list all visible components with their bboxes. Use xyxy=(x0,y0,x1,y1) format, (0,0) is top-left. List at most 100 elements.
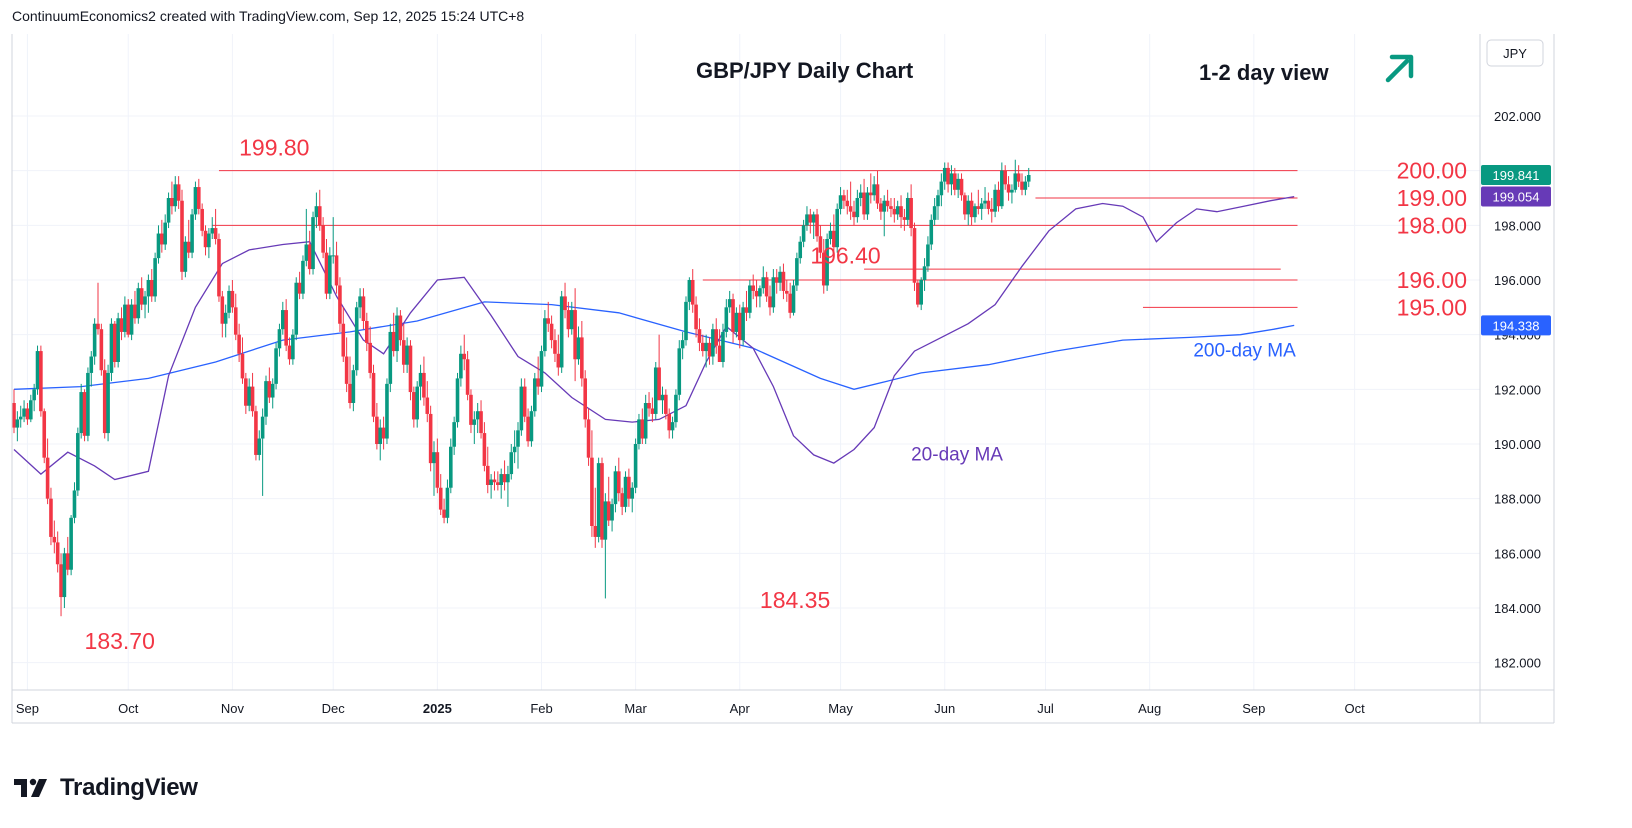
candle xyxy=(882,195,887,237)
candle xyxy=(576,326,581,365)
candle xyxy=(233,293,238,341)
x-month-label: Nov xyxy=(221,701,245,716)
candle-body xyxy=(203,230,208,248)
candle xyxy=(492,471,497,491)
candle-body xyxy=(39,351,43,412)
candle xyxy=(106,364,110,442)
price-annotation: 183.70 xyxy=(85,628,155,654)
candle-body xyxy=(596,463,601,537)
candle-body xyxy=(697,329,702,343)
candle xyxy=(677,340,682,401)
candle xyxy=(764,271,769,302)
candle-body xyxy=(489,479,493,485)
candle-body xyxy=(569,310,574,330)
candle-body xyxy=(885,200,890,207)
price-chart[interactable]: 182.000 184.000 186.000 188.000 190.000 192.0… xyxy=(0,0,1632,770)
candle-body xyxy=(250,386,255,412)
candle-body xyxy=(317,206,322,226)
candle-body xyxy=(405,345,409,365)
price-tag-box xyxy=(1481,165,1551,186)
candle-body xyxy=(620,493,624,507)
candle-body xyxy=(287,345,292,360)
candle-body xyxy=(845,200,850,207)
candle xyxy=(761,266,766,294)
y-tick-label: 188.000 xyxy=(1494,492,1541,507)
candle-body xyxy=(311,217,315,270)
candle xyxy=(771,269,776,313)
candle-body xyxy=(727,299,732,308)
candle-body xyxy=(543,318,547,352)
candle xyxy=(680,331,685,360)
candle-body xyxy=(499,474,503,485)
candle-body xyxy=(549,323,554,341)
level-label: 200.00 xyxy=(1397,158,1467,184)
candle xyxy=(553,329,557,362)
ma-label: 20-day MA xyxy=(911,444,1003,465)
candle xyxy=(361,288,366,330)
candle-body xyxy=(22,408,26,417)
candle xyxy=(512,430,517,464)
candle-body xyxy=(704,342,708,352)
candle xyxy=(371,364,376,423)
candle xyxy=(452,416,456,455)
candle xyxy=(365,312,369,352)
candle-body xyxy=(818,236,823,253)
candle-body xyxy=(905,198,910,220)
x-month-label: May xyxy=(828,701,853,716)
candle-body xyxy=(297,282,302,294)
candle xyxy=(62,547,67,608)
candle-body xyxy=(828,230,833,239)
candle-body xyxy=(113,323,117,362)
candle-body xyxy=(180,200,184,272)
candle-body xyxy=(475,411,480,420)
candle xyxy=(684,296,688,346)
candle-body xyxy=(126,304,131,335)
candle-body xyxy=(139,288,144,305)
candle-body xyxy=(418,372,423,387)
candle-body xyxy=(385,383,389,439)
candle-body xyxy=(213,228,218,239)
candle-body xyxy=(344,356,349,384)
candle xyxy=(724,299,729,338)
candle-body xyxy=(365,321,369,343)
candle-body xyxy=(1003,170,1007,185)
candle-body xyxy=(102,370,107,434)
candle xyxy=(1020,173,1024,196)
candle xyxy=(731,293,735,343)
candle-body xyxy=(556,353,561,368)
candle-body xyxy=(119,318,124,332)
candle xyxy=(92,318,97,365)
candle xyxy=(139,277,144,311)
candle xyxy=(902,208,907,231)
candle-body xyxy=(909,198,913,229)
tradingview-logo[interactable]: TradingView xyxy=(14,774,198,802)
candle xyxy=(748,280,752,319)
candle-body xyxy=(680,340,685,349)
candle-body xyxy=(670,422,675,431)
candle xyxy=(405,337,409,373)
candle-body xyxy=(650,408,655,414)
candle xyxy=(953,167,957,196)
candle-body xyxy=(291,334,295,360)
candle xyxy=(180,189,184,280)
candle-body xyxy=(600,463,604,540)
candle-body xyxy=(361,296,366,321)
candle-body xyxy=(758,288,762,297)
candle xyxy=(442,498,446,524)
candle xyxy=(875,170,880,209)
candle-body xyxy=(207,233,211,248)
candle-body xyxy=(381,427,386,439)
candle xyxy=(845,189,850,215)
candle xyxy=(976,189,981,215)
candle xyxy=(12,389,16,434)
candle xyxy=(294,277,299,341)
candle xyxy=(55,531,60,573)
candle xyxy=(220,290,225,338)
candle-body xyxy=(462,353,467,360)
candle-body xyxy=(1023,181,1028,190)
candle xyxy=(821,239,826,294)
candle-body xyxy=(640,419,645,439)
candle xyxy=(496,471,500,491)
candle-body xyxy=(465,359,470,395)
candle xyxy=(573,288,577,382)
